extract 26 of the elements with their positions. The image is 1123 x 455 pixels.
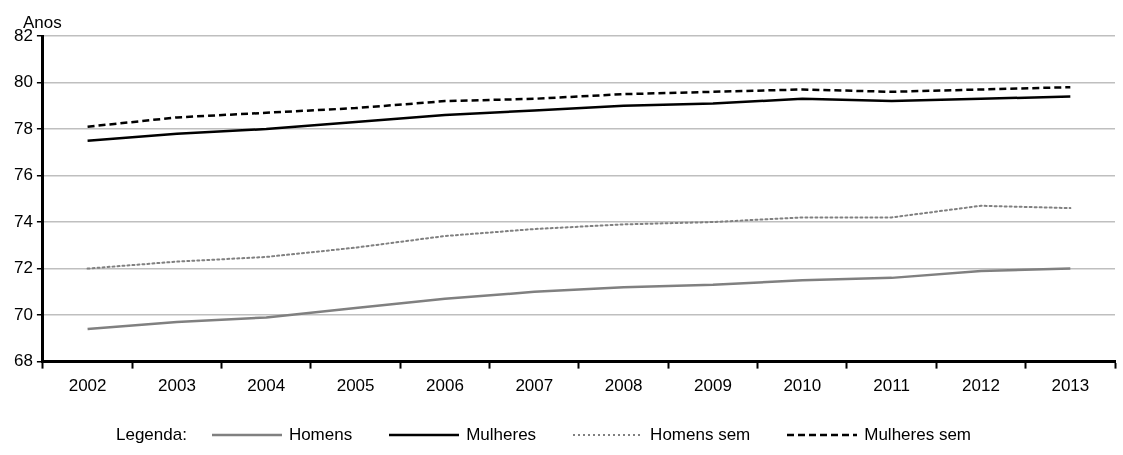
x-tick-label: 2011 bbox=[873, 376, 910, 396]
x-tick-label: 2008 bbox=[604, 376, 643, 396]
legend-title: Legenda: bbox=[115, 425, 187, 445]
x-tick-label: 2013 bbox=[1051, 376, 1090, 396]
line-series bbox=[86, 204, 1072, 270]
x-tick-label: 2006 bbox=[426, 376, 464, 396]
legend-label: Mulheres bbox=[466, 425, 537, 445]
x-tick-label: 2005 bbox=[336, 376, 375, 396]
x-tick-label: 2009 bbox=[694, 376, 732, 396]
line-series bbox=[86, 85, 1072, 128]
y-tick-label: 74 bbox=[13, 211, 33, 231]
legend-label: Homens bbox=[288, 425, 353, 445]
x-tick-label: 2004 bbox=[247, 376, 286, 396]
x-tick-label: 2012 bbox=[962, 376, 1000, 396]
y-tick-label: 76 bbox=[13, 165, 33, 185]
x-tick-label: 2010 bbox=[783, 376, 822, 396]
legend-label: Homens sem bbox=[650, 425, 751, 445]
x-tick-label: 2002 bbox=[68, 376, 107, 396]
y-tick-label: 78 bbox=[13, 118, 33, 138]
y-tick-label: 68 bbox=[13, 351, 33, 371]
x-tick-label: 2007 bbox=[515, 376, 554, 396]
x-tick-label: 2003 bbox=[158, 376, 196, 396]
y-tick-label: 72 bbox=[13, 258, 33, 278]
legend-label: Mulheres sem bbox=[864, 425, 972, 445]
y-tick-label: 70 bbox=[13, 304, 33, 324]
y-tick-label: 80 bbox=[13, 72, 33, 92]
